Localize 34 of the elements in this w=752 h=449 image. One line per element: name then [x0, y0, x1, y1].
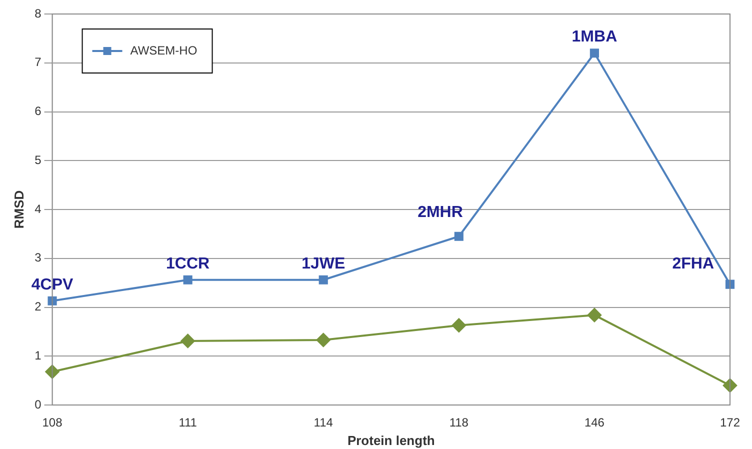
y-tick-label: 3	[34, 250, 42, 265]
annotation: 1CCR	[166, 255, 210, 272]
point	[590, 48, 599, 58]
x-tick-label: 114	[314, 416, 334, 430]
y-tick-label: 6	[34, 104, 42, 118]
y-axis-title: RMSD	[11, 190, 26, 229]
legend-label: AWSEM-HO	[130, 43, 198, 58]
point	[454, 232, 464, 241]
point	[316, 332, 330, 347]
y-tick-label: 5	[34, 152, 42, 167]
y-tick-label: 8	[34, 6, 42, 20]
annotation: 2FHA	[672, 256, 714, 273]
annotation: 2MHR	[418, 204, 464, 221]
point	[180, 334, 195, 348]
point	[452, 318, 466, 332]
point	[183, 275, 192, 284]
y-tick-label: 2	[34, 300, 42, 314]
x-tick-label: 111	[178, 416, 198, 430]
point	[587, 308, 602, 322]
annotation: 1JWE	[302, 255, 346, 272]
x-tick-label: 146	[584, 416, 605, 430]
annotation: 4CPV	[31, 276, 74, 294]
point	[318, 275, 328, 284]
y-tick-label: 7	[34, 55, 42, 70]
x-tick-label: 118	[449, 416, 469, 430]
y-tick-label: 1	[34, 348, 42, 362]
y-tick-label: 4	[34, 202, 42, 216]
x-tick-label: 172	[720, 416, 740, 430]
x-axis-title: Protein length	[347, 432, 435, 448]
point	[725, 280, 735, 289]
point	[48, 296, 57, 306]
annotation: 1MBA	[572, 28, 618, 46]
y-tick-label: 0	[34, 397, 42, 412]
x-tick-label: 108	[42, 416, 63, 430]
